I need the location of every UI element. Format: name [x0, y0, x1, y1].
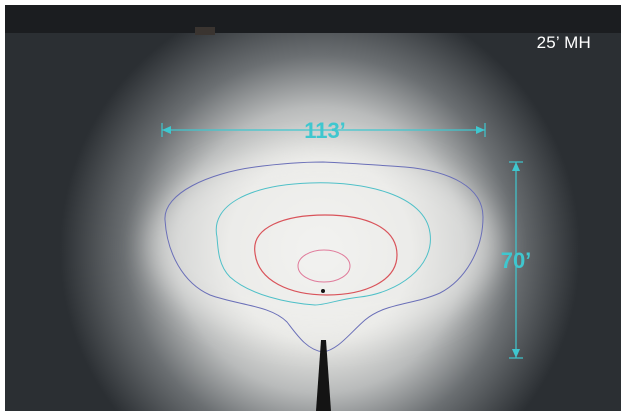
photometric-plot: 113’ 70’ [5, 5, 621, 411]
light-pole [316, 340, 331, 411]
outer-contour [164, 161, 484, 353]
depth-dimension [509, 161, 523, 359]
width-dimension [161, 123, 486, 137]
fixture-point [321, 289, 325, 293]
width-label: 113’ [304, 118, 346, 143]
inner-contour [297, 249, 351, 283]
depth-label: 70’ [501, 248, 532, 273]
light-distribution-photo: 113’ 70’ 25’ MH [5, 5, 621, 411]
bright-core [148, 150, 498, 340]
mounting-height-label: 25’ MH [536, 33, 591, 52]
ceiling-edge [5, 5, 621, 33]
ceiling-fixture [195, 27, 215, 35]
second-contour [215, 182, 431, 306]
third-contour [254, 214, 398, 296]
